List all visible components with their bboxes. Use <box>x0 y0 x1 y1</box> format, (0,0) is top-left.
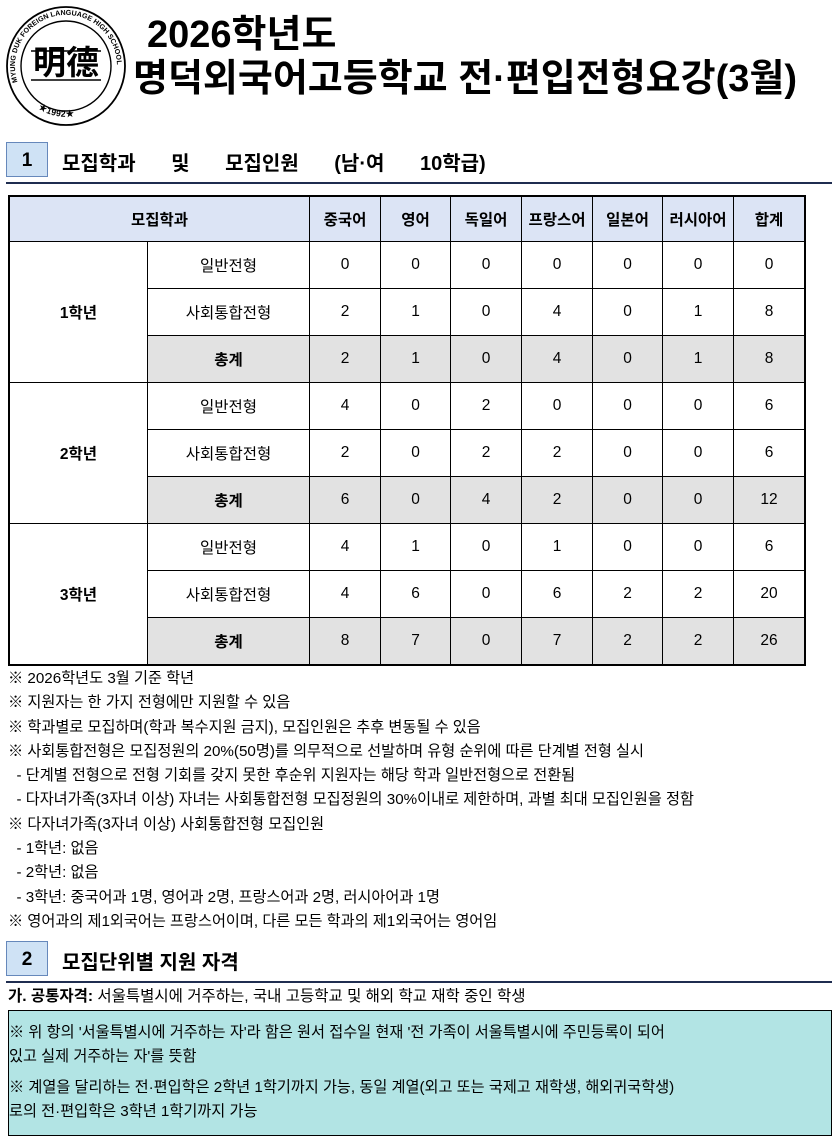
svg-text:明德: 明德 <box>33 44 99 81</box>
svg-text:★1992★: ★1992★ <box>37 102 75 119</box>
